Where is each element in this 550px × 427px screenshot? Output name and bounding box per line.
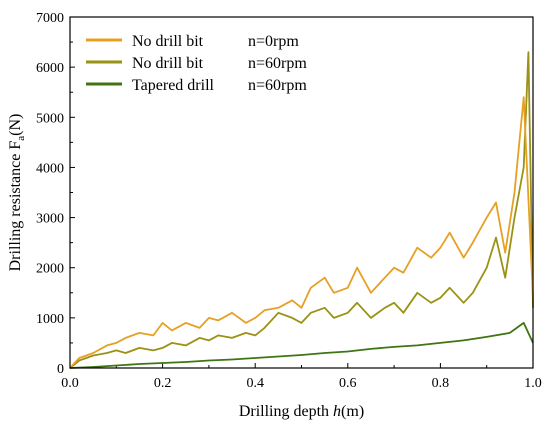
y-tick-label: 4000 xyxy=(36,161,64,176)
y-axis-label: Drilling resistance Fa(N) xyxy=(7,114,27,272)
series-line-2 xyxy=(69,321,534,369)
legend: No drill bit n=0rpm No drill bit n=60rpm… xyxy=(86,33,307,94)
series-line-1 xyxy=(69,51,534,369)
y-tick-label: 5000 xyxy=(36,111,64,126)
x-tick-label: 0.2 xyxy=(154,376,172,391)
y-tick-label: 7000 xyxy=(36,11,64,26)
x-tick-label: 0.0 xyxy=(61,376,79,391)
x-axis-label: Drilling depth h(m) xyxy=(239,403,364,420)
plot-frame xyxy=(69,16,534,369)
y-tick-label: 0 xyxy=(57,362,64,377)
x-tick-label: 0.4 xyxy=(246,376,264,391)
legend-speed-60rpm-no-drill: n=60rpm xyxy=(248,55,307,72)
legend-label-no-drill-bit-0rpm: No drill bit xyxy=(132,33,204,50)
y-tick-label: 3000 xyxy=(36,212,64,227)
legend-speed-60rpm-tapered: n=60rpm xyxy=(248,77,307,94)
series-line-0 xyxy=(69,96,534,369)
legend-label-tapered-drill: Tapered drill xyxy=(132,77,215,94)
x-tick-labels: 0.0 0.2 0.4 0.6 0.8 1.0 xyxy=(61,376,542,391)
x-tick-label: 1.0 xyxy=(524,376,542,391)
y-tick-labels: 0 1000 2000 3000 4000 5000 6000 7000 xyxy=(36,11,64,377)
y-tick-label: 2000 xyxy=(36,262,64,277)
x-tick-label: 0.8 xyxy=(432,376,450,391)
y-tick-label: 6000 xyxy=(36,61,64,76)
legend-label-no-drill-bit-60rpm: No drill bit xyxy=(132,55,204,72)
y-tick-label: 1000 xyxy=(36,312,64,327)
x-tick-label: 0.6 xyxy=(339,376,357,391)
legend-speed-0rpm: n=0rpm xyxy=(248,33,299,50)
series-layer xyxy=(69,51,534,369)
